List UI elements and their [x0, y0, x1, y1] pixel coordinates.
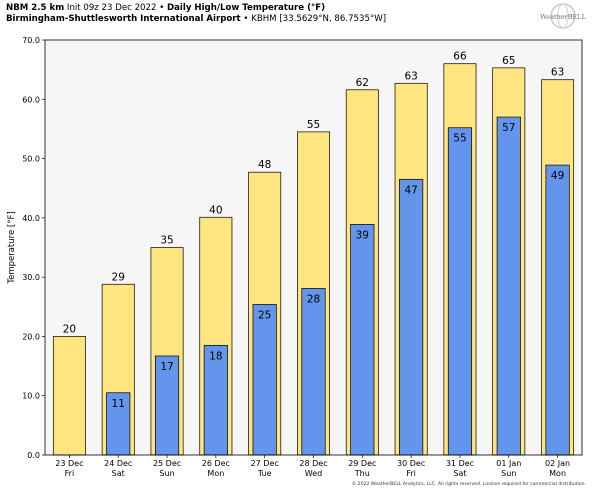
weatherbell-logo: WeatherBELL: [540, 3, 587, 29]
high-bar: [52, 336, 86, 456]
x-tick-date: 30 Dec: [397, 459, 425, 468]
y-axis: 0.0 10.0 20.0 30.0 40.0 50.0 60.0 70.0: [22, 36, 45, 460]
low-bar: [399, 178, 424, 456]
x-tick-date: 31 Dec: [446, 459, 474, 468]
x-tick-date: 29 Dec: [348, 459, 376, 468]
bar-value-labels: 20 29 11 35 17 40 18 48 25 55 28 62 39 63 47 66 55 65 57 63…: [63, 51, 565, 410]
x-tick-date: 27 Dec: [251, 459, 279, 468]
x-tick-day: Mon: [549, 469, 566, 478]
x-tick-date: 01 Jan: [496, 459, 521, 468]
x-tick-day: Sun: [501, 469, 516, 478]
x-tick-day: Tue: [257, 469, 272, 478]
y-tick-label: 20.0: [22, 332, 40, 341]
logo-text: WeatherBELL: [540, 13, 586, 21]
x-tick-date: 24 Dec: [104, 459, 132, 468]
high-value-label: 63: [551, 67, 564, 79]
station-id: KBHM [33.5629°N, 86.7535°W]: [251, 14, 387, 24]
x-tick-date: 23 Dec: [55, 459, 83, 468]
plot-frame: [44, 39, 583, 456]
high-value-label: 35: [160, 235, 173, 247]
high-value-label: 40: [209, 204, 222, 216]
y-tick-label: 0.0: [27, 451, 40, 460]
high-value-label: 55: [307, 119, 320, 131]
header-separator: •: [243, 14, 249, 24]
chart-header-line-2: Birmingham-Shuttlesworth International A…: [6, 14, 386, 25]
x-tick-day: Thu: [354, 469, 370, 478]
x-tick-date: 25 Dec: [153, 459, 181, 468]
low-value-label: 25: [258, 309, 271, 321]
high-value-label: 29: [112, 271, 125, 283]
x-tick-date: 26 Dec: [202, 459, 230, 468]
low-value-label: 11: [112, 398, 125, 410]
x-tick-date: 02 Jan: [545, 459, 570, 468]
low-value-label: 28: [307, 293, 320, 305]
station-name: Birmingham-Shuttlesworth International A…: [6, 14, 241, 24]
high-value-label: 63: [404, 70, 417, 82]
low-bar: [447, 127, 473, 456]
y-tick-label: 50.0: [22, 155, 40, 164]
y-tick-label: 60.0: [22, 95, 40, 104]
x-tick-day: Sat: [112, 469, 125, 478]
low-value-label: 17: [160, 361, 173, 373]
header-separator: •: [159, 3, 165, 13]
low-value-label: 49: [551, 170, 564, 182]
x-tick-day: Wed: [305, 469, 322, 478]
model-name: NBM 2.5 km: [6, 3, 65, 13]
low-temperature-bars: [106, 116, 570, 456]
high-value-label: 65: [502, 55, 515, 67]
y-axis-label: Temperature [°F]: [7, 211, 17, 284]
x-tick-date: 28 Dec: [299, 459, 327, 468]
low-bar: [545, 164, 570, 456]
low-bar: [496, 116, 521, 456]
x-tick-day: Mon: [207, 469, 224, 478]
copyright-footer: © 2022 WeatherBELL Analytics, LLC. All r…: [351, 482, 586, 487]
low-value-label: 18: [209, 350, 222, 362]
x-tick-day: Fri: [65, 469, 75, 478]
y-tick-label: 30.0: [22, 273, 40, 282]
chart-title: Daily High/Low Temperature (°F): [167, 3, 326, 13]
x-tick-day: Fri: [406, 469, 416, 478]
y-tick-label: 10.0: [22, 392, 40, 401]
high-value-label: 66: [453, 51, 467, 63]
low-value-label: 47: [404, 184, 417, 196]
high-value-label: 62: [356, 77, 369, 89]
y-tick-label: 70.0: [22, 36, 40, 45]
chart-header-line-1: NBM 2.5 km Init 09z 23 Dec 2022 • Daily …: [6, 3, 325, 14]
x-tick-day: Sun: [159, 469, 174, 478]
low-bar: [252, 304, 277, 456]
x-tick-day: Sat: [453, 469, 466, 478]
low-value-label: 55: [453, 133, 466, 145]
low-bar: [301, 288, 326, 456]
low-bar: [350, 224, 375, 456]
high-value-label: 48: [258, 159, 271, 171]
low-value-label: 39: [356, 229, 369, 241]
globe-logo-icon: [550, 3, 576, 29]
high-value-label: 20: [63, 323, 76, 335]
low-value-label: 57: [502, 122, 515, 134]
init-time: Init 09z 23 Dec 2022: [66, 3, 157, 13]
y-tick-label: 40.0: [22, 214, 40, 223]
